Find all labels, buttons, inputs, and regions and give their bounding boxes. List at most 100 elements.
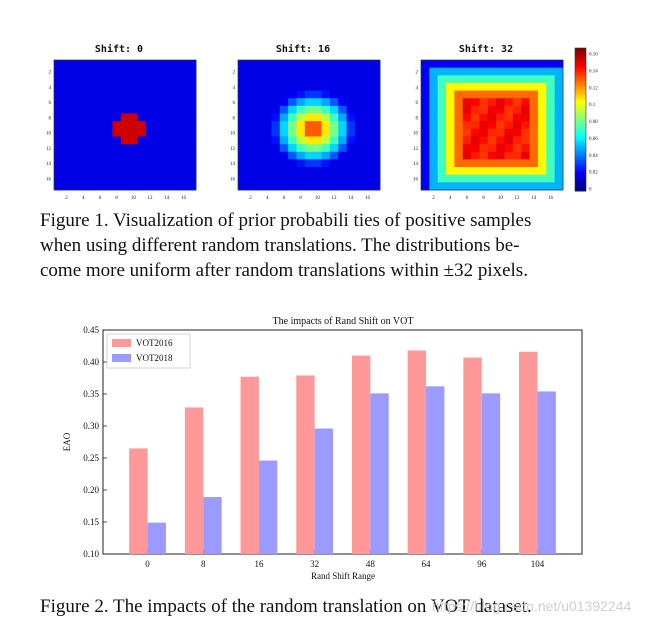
heatmap-cell — [529, 128, 539, 137]
heatmap-cell — [246, 60, 256, 69]
heatmap-cell — [321, 75, 331, 84]
x-tick-label: 0 — [145, 559, 150, 569]
bar-vot2016 — [240, 376, 259, 554]
heatmap-cell — [329, 167, 339, 176]
bar-vot2018 — [147, 522, 166, 554]
heatmap-cell — [496, 60, 505, 69]
heatmap-cell — [346, 90, 356, 99]
heatmap-cell — [263, 60, 272, 69]
heatmap-cell — [254, 113, 264, 122]
colorbar-segment — [575, 55, 586, 59]
heatmap-cell — [254, 144, 264, 153]
heatmap-cell — [421, 144, 430, 153]
heatmap-cell — [263, 174, 272, 183]
heatmap-cell — [354, 167, 364, 176]
heatmap-cell — [354, 60, 364, 69]
heatmap-cell — [145, 67, 155, 76]
heatmap-cell — [263, 136, 272, 145]
heatmap-cell — [179, 121, 189, 130]
heatmap-cell — [329, 128, 339, 137]
heatmap-cell — [529, 60, 539, 69]
heatmap-cell — [246, 67, 256, 76]
heatmap-cell — [487, 182, 497, 191]
heatmap-cell — [521, 182, 530, 191]
x-tick-label: 2 — [65, 196, 68, 201]
colorbar-segment — [575, 181, 586, 185]
heatmap-cell — [429, 159, 439, 168]
heatmap-cell — [79, 151, 88, 160]
heatmap-cell — [313, 136, 322, 145]
heatmap-cell — [313, 67, 322, 76]
heatmap-cell — [446, 82, 455, 91]
heatmap-cell — [162, 159, 172, 168]
heatmap-cell — [537, 174, 547, 183]
heatmap-cell — [304, 75, 314, 84]
heatmap-cell — [162, 167, 172, 176]
heatmap-cell — [338, 98, 347, 107]
heatmap-cell — [120, 75, 130, 84]
heatmap-cell — [288, 105, 297, 114]
heatmap-cell — [554, 67, 564, 76]
heatmap-cell — [187, 121, 197, 130]
heatmap-cell — [87, 144, 97, 153]
heatmap-cell — [354, 105, 364, 114]
y-tick-label: 14 — [230, 162, 236, 167]
heatmap-cell — [329, 174, 339, 183]
heatmap-cell — [170, 174, 180, 183]
heatmap-cell — [271, 159, 281, 168]
heatmap-cell — [145, 151, 155, 160]
heatmap-cell — [170, 82, 180, 91]
heatmap-cell — [346, 67, 356, 76]
heatmap-cell — [537, 182, 547, 191]
heatmap-cell — [313, 60, 322, 69]
heatmap-cell — [154, 98, 163, 107]
heatmap-cell — [79, 128, 88, 137]
heatmap-cell — [238, 82, 247, 91]
colorbar-tick-label: 0.08 — [589, 120, 598, 125]
heatmap-cell — [487, 174, 497, 183]
y-tick-label: 6 — [49, 101, 52, 106]
colorbar-segment — [575, 174, 586, 178]
heatmap-cell — [129, 82, 138, 91]
heatmap-cell — [79, 182, 88, 191]
heatmap-cell — [170, 60, 180, 69]
heatmap-cell — [363, 75, 373, 84]
heatmap-cell — [112, 60, 122, 69]
y-tick-label: 2 — [233, 70, 236, 75]
heatmap-cell — [296, 159, 306, 168]
heatmap-cell — [462, 136, 472, 145]
heatmap-cell — [512, 90, 522, 99]
heatmap-cell — [87, 182, 97, 191]
colorbar-segment — [575, 140, 586, 144]
heatmap-cell — [313, 75, 322, 84]
heatmap-cell — [546, 121, 556, 130]
heatmap-cell — [304, 136, 314, 145]
heatmap-cell — [521, 105, 530, 114]
heatmap-cell — [246, 144, 256, 153]
heatmap-cell — [62, 82, 72, 91]
heatmap-cell — [421, 136, 430, 145]
heatmap-cell — [179, 144, 189, 153]
heatmap-cell — [504, 113, 514, 122]
bar-vot2016 — [351, 355, 371, 554]
heatmap-cell — [546, 144, 556, 153]
heatmap-cell — [54, 167, 63, 176]
heatmap-cell — [95, 128, 105, 137]
heatmap-cell — [487, 90, 497, 99]
panel-title-shift-32: Shift: 32 — [458, 44, 514, 55]
x-tick-label: 14 — [164, 196, 170, 201]
heatmap-cell — [354, 82, 364, 91]
heatmap-cell — [429, 167, 439, 176]
heatmap-cell — [112, 75, 122, 84]
heatmap-cell — [437, 90, 447, 99]
heatmap-cell — [437, 167, 447, 176]
heatmap-cell — [54, 67, 63, 76]
heatmap-cell — [338, 113, 347, 122]
heatmap-cell — [487, 121, 497, 130]
bar-vot2018 — [370, 393, 389, 554]
heatmap-cell — [145, 90, 155, 99]
x-tick-label: 16 — [254, 559, 264, 569]
heatmap-cell — [313, 82, 322, 91]
heatmap-cell — [479, 174, 489, 183]
heatmap-cell — [296, 60, 306, 69]
